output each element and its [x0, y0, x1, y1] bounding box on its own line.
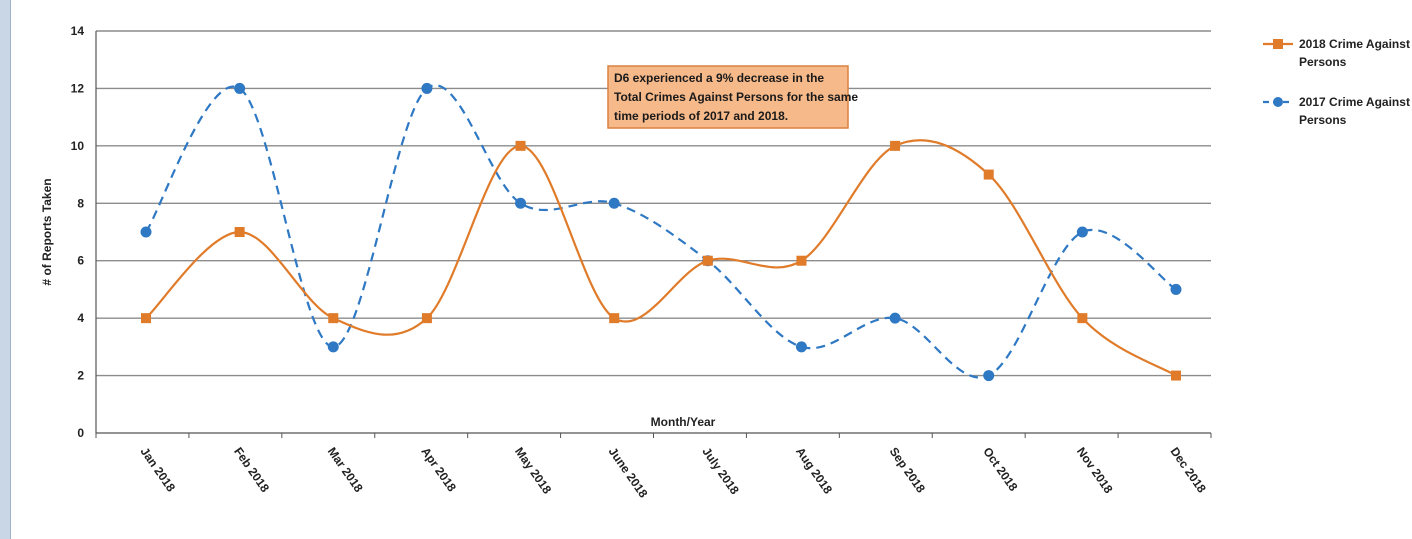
y-tick-label: 0 — [77, 426, 84, 440]
data-point — [983, 370, 995, 382]
x-tick-label: Oct 2018 — [980, 445, 1020, 494]
annotation-box: D6 experienced a 9% decrease in the Tota… — [607, 65, 858, 129]
x-tick-label: Feb 2018 — [231, 445, 272, 495]
legend-swatch-marker — [1273, 97, 1283, 107]
data-point — [1170, 283, 1182, 295]
data-point — [1077, 313, 1088, 324]
data-point — [1171, 370, 1181, 381]
series-2017 — [140, 82, 1182, 382]
chart-frame: 0 2 4 6 8 10 12 14 Jan 2018 Feb 2018 Mar 2018 Apr … — [10, 0, 1412, 539]
y-tick-label: 6 — [77, 254, 84, 268]
legend-label: 2017 Crime Against Persons — [1299, 95, 1410, 127]
y-tick-label: 12 — [71, 81, 85, 95]
data-point — [140, 226, 152, 238]
x-tick-label: Aug 2018 — [793, 445, 835, 497]
data-point — [515, 197, 527, 209]
x-tick-label: July 2018 — [699, 445, 742, 498]
x-tick-label: Apr 2018 — [418, 445, 459, 495]
y-tick-labels: 0 2 4 6 8 10 12 14 — [71, 24, 85, 440]
data-point — [234, 227, 245, 237]
legend: 2018 Crime Against Persons 2017 Crime Agai… — [1263, 37, 1410, 127]
annotation-line-1: D6 experienced a 9% decrease in the — [614, 71, 824, 85]
annotation-line-2: Total Crimes Against Persons for the sam… — [614, 90, 858, 104]
y-axis-title: # of Reports Taken — [40, 178, 54, 285]
x-tick-label: Jan 2018 — [138, 445, 179, 495]
x-tick-label: June 2018 — [606, 445, 651, 501]
y-tick-label: 14 — [71, 24, 85, 38]
data-point — [702, 255, 713, 266]
data-point — [328, 313, 339, 324]
x-tick-label: Dec 2018 — [1168, 445, 1210, 496]
data-point — [608, 197, 620, 209]
x-axis-title: Month/Year — [651, 415, 716, 429]
legend-swatch-marker — [1273, 39, 1283, 49]
data-point — [889, 312, 901, 324]
data-point — [796, 255, 807, 266]
series — [140, 82, 1182, 382]
data-point — [421, 82, 433, 94]
legend-label: 2018 Crime Against Persons — [1299, 37, 1410, 69]
annotation-line-3: time periods of 2017 and 2018. — [614, 109, 788, 123]
series-line — [145, 84, 1177, 379]
series-line — [145, 139, 1177, 377]
line-chart: 0 2 4 6 8 10 12 14 Jan 2018 Feb 2018 Mar 2018 Apr … — [40, 24, 1410, 501]
y-tick-label: 10 — [71, 139, 85, 153]
y-tick-label: 2 — [77, 369, 84, 383]
legend-entry: 2017 Crime Against Persons — [1263, 95, 1410, 127]
data-point — [609, 313, 620, 324]
data-point — [1076, 226, 1088, 238]
x-tick-label: May 2018 — [512, 445, 554, 497]
y-tick-label: 8 — [77, 196, 84, 210]
legend-entry: 2018 Crime Against Persons — [1263, 37, 1410, 69]
y-tick-label: 4 — [77, 311, 84, 325]
series-2018 — [141, 139, 1181, 381]
data-point — [234, 82, 246, 94]
data-point — [983, 169, 994, 180]
data-point — [327, 341, 339, 353]
data-point — [890, 140, 901, 151]
x-tick-labels: Jan 2018 Feb 2018 Mar 2018 Apr 2018 May 2018… — [138, 445, 1210, 501]
x-tick-label: Nov 2018 — [1074, 445, 1116, 496]
annotation-background — [607, 65, 849, 129]
data-point — [515, 140, 526, 151]
data-point — [141, 313, 151, 324]
x-tick-label: Mar 2018 — [325, 445, 366, 495]
data-point — [795, 341, 807, 353]
data-point — [421, 313, 432, 324]
x-tick-label: Sep 2018 — [887, 445, 929, 496]
axes — [95, 31, 1212, 438]
